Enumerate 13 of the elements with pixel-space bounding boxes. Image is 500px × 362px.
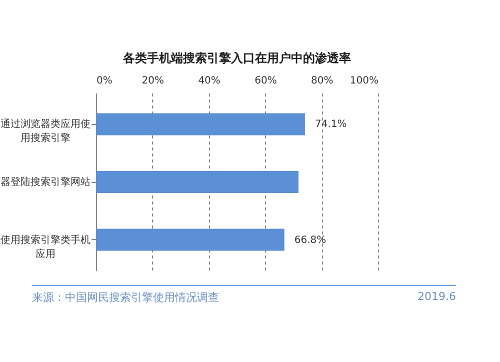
x-tick-label: 40% <box>198 76 220 86</box>
y-tick-label: 使用搜索引擎类手机应用 <box>0 234 90 260</box>
x-tick-label: 100% <box>350 76 378 86</box>
y-tick-label: 器登陆搜索引擎网站 <box>0 176 90 188</box>
x-tick-label: 80% <box>310 76 334 86</box>
y-tick-label: 通过浏览器类应用使用搜索引擎 <box>0 118 90 144</box>
x-tick-label: 20% <box>142 76 164 86</box>
x-tick-label: 0% <box>96 76 112 86</box>
text: 2019.6 <box>418 290 456 305</box>
source-note: 来源：中国网民搜索引擎使用情况调查 <box>32 290 219 305</box>
data-label: 74.1% <box>314 119 347 130</box>
data-label: 66.8% <box>294 234 326 246</box>
x-tick-label: 60% <box>254 76 277 86</box>
